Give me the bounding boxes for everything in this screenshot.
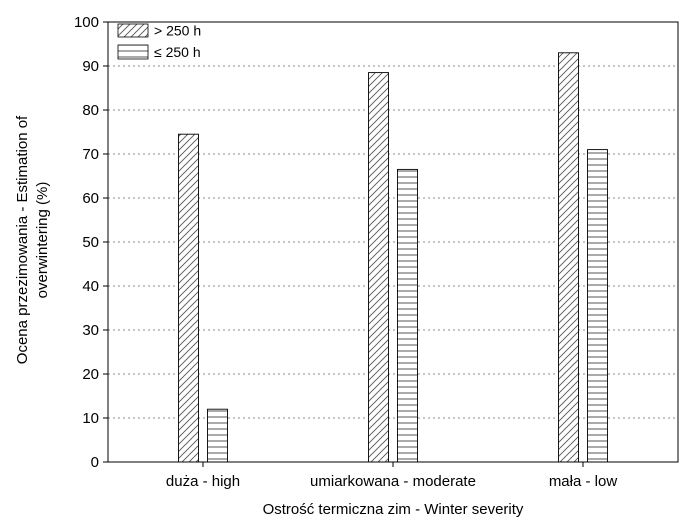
legend-label-over-250h: > 250 h — [154, 23, 201, 39]
x-tick-label: mała - low — [549, 473, 618, 490]
bar-up-to-250h — [587, 149, 608, 463]
y-axis-title-line-2: overwintering (%) — [34, 182, 51, 299]
x-tick-label: umiarkowana - moderate — [310, 473, 476, 490]
legend-swatch-up-to-250h — [117, 44, 149, 60]
bar-up-to-250h — [207, 408, 228, 463]
axes — [103, 21, 679, 467]
y-tick-label: 80 — [82, 102, 99, 119]
bar-over-250h — [368, 72, 389, 463]
y-tick-label: 90 — [82, 58, 99, 75]
bar-over-250h — [558, 52, 579, 463]
y-tick-label: 100 — [74, 14, 99, 31]
y-axis-title-line-1: Ocena przezimowania - Estimation of — [14, 115, 31, 364]
bars — [178, 52, 608, 463]
legend: > 250 h ≤ 250 h — [117, 23, 201, 60]
bar-up-to-250h — [397, 168, 418, 463]
grid-lines — [108, 65, 678, 419]
y-tick-label: 0 — [91, 454, 99, 471]
y-tick-labels: 0 10 20 30 40 50 60 70 80 90 100 — [74, 14, 99, 471]
x-tick-label: duża - high — [166, 473, 240, 490]
y-axis-title: Ocena przezimowania - Estimation of over… — [14, 115, 51, 364]
legend-label-up-to-250h: ≤ 250 h — [154, 44, 201, 60]
legend-swatch-over-250h — [117, 23, 149, 38]
bar-over-250h — [178, 133, 199, 463]
x-tick-labels: duża - high umiarkowana - moderate mała - … — [166, 473, 617, 490]
y-tick-label: 50 — [82, 234, 99, 251]
x-axis-title: Ostrość termiczna zim - Winter severity — [263, 501, 524, 518]
y-tick-label: 30 — [82, 322, 99, 339]
y-tick-label: 10 — [82, 410, 99, 427]
y-tick-label: 70 — [82, 146, 99, 163]
y-tick-label: 60 — [82, 190, 99, 207]
y-tick-label: 40 — [82, 278, 99, 295]
y-tick-label: 20 — [82, 366, 99, 383]
